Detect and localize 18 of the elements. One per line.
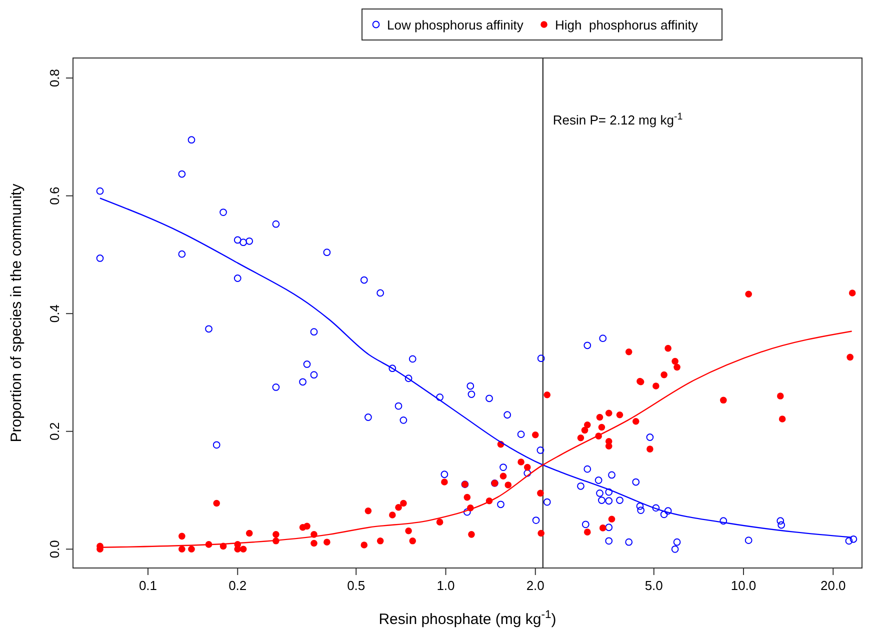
ref-line-label: Resin P= 2.12 mg kg$^{-1}$ <box>552 110 683 128</box>
x-tick-label: 0.2 <box>228 578 247 593</box>
x-tick-label: 20.0 <box>820 578 846 593</box>
x-tick-label: 0.5 <box>347 578 366 593</box>
x-tick-label: 5.0 <box>644 578 663 593</box>
y-tick-label: 0.2 <box>47 422 62 440</box>
y-tick-label: 0.8 <box>47 68 62 88</box>
legend-label: High phosphorus affinity <box>555 18 698 32</box>
x-tick-label: 2.0 <box>526 578 544 593</box>
y-axis-title: Proportion of species in the community <box>8 183 25 442</box>
x-tick-label: 1.0 <box>436 578 455 593</box>
y-tick-label: 0.4 <box>47 304 62 323</box>
x-tick-label: 0.1 <box>138 578 158 593</box>
x-tick-label: 10.0 <box>730 578 756 593</box>
legend-label: Low phosphorus affinity <box>387 18 524 32</box>
x-axis-title: Resin phosphate (mg kg$^{-1}$) <box>378 609 556 628</box>
y-tick-label: 0.6 <box>47 186 62 205</box>
y-tick-label: 0.0 <box>47 540 62 558</box>
